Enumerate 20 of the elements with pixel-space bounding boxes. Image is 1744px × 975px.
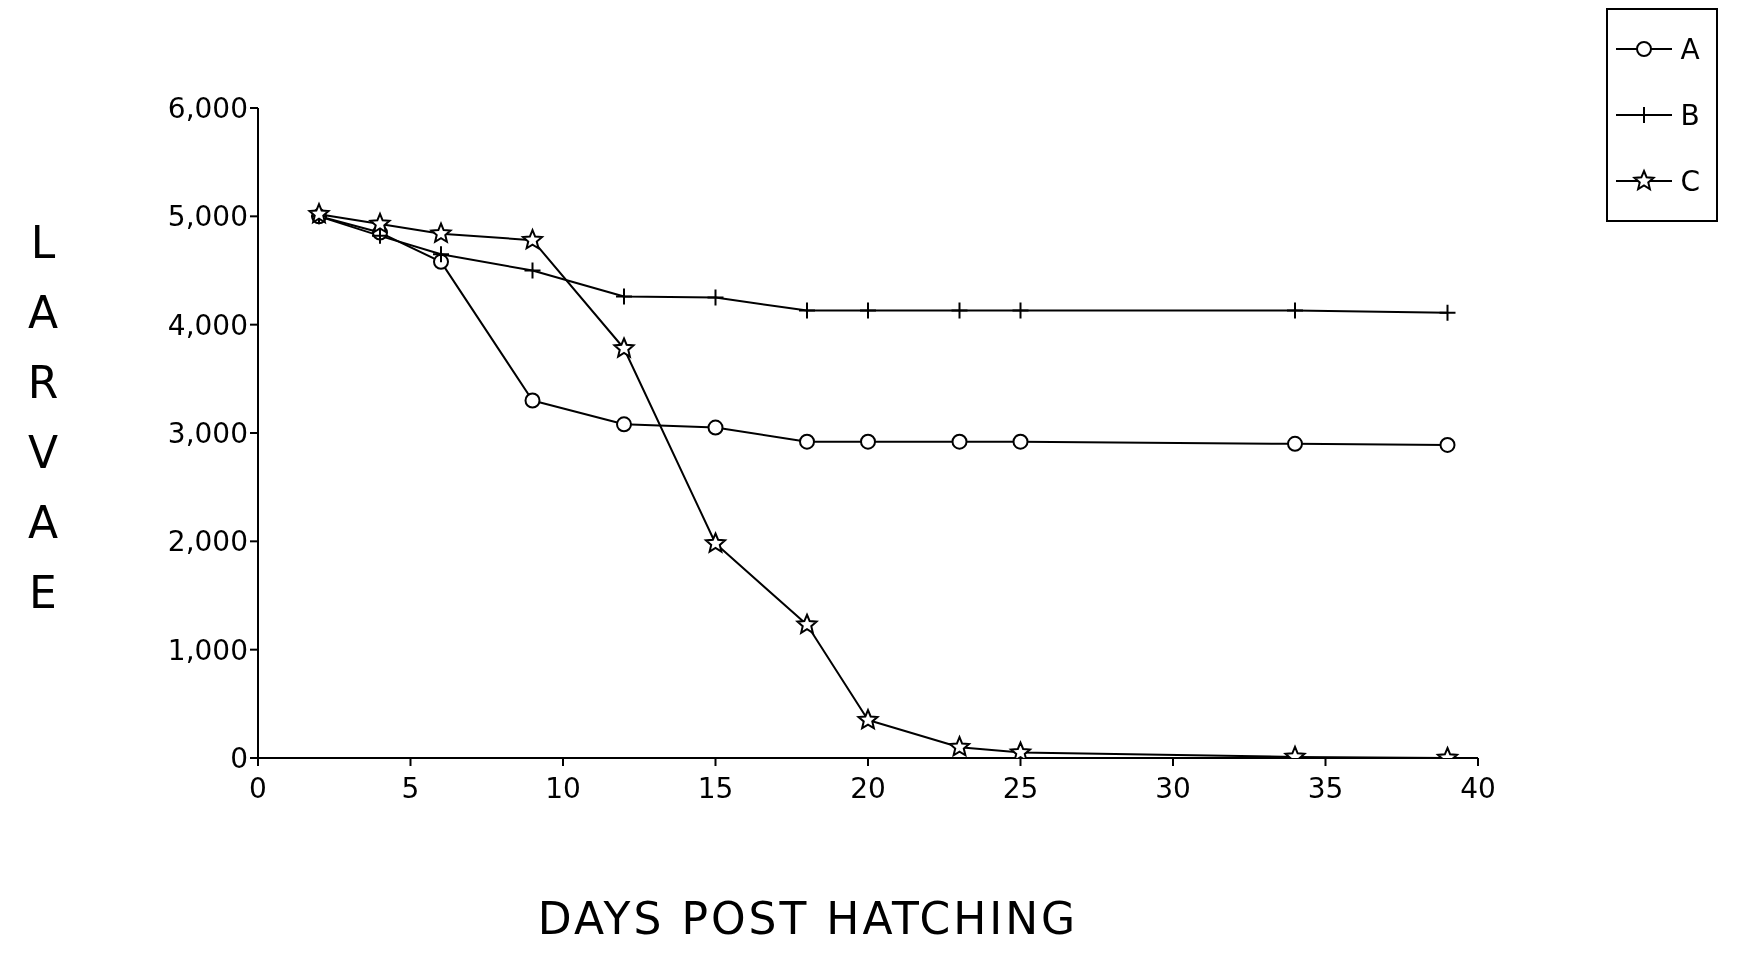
x-tick-label: 30 [1155, 772, 1191, 805]
y-tick-label: 6,000 [167, 91, 248, 125]
legend-label: A [1680, 32, 1700, 66]
y-tick-label: 1,000 [167, 633, 248, 667]
y-tick-label: 2,000 [167, 525, 248, 559]
legend-label: B [1680, 98, 1700, 132]
legend-label: C [1680, 164, 1700, 198]
x-tick-label: 15 [697, 772, 734, 805]
y-tick-label: 5,000 [167, 200, 248, 234]
x-tick-label: 35 [1307, 772, 1344, 805]
x-axis-title: DAYS POST HATCHING [536, 893, 1080, 944]
y-tick-label: 3,000 [167, 416, 248, 450]
x-tick-label: 25 [1002, 772, 1039, 805]
y-tick-label: 0 [230, 741, 248, 775]
x-tick-label: 40 [1460, 772, 1496, 805]
x-tick-label: 20 [850, 772, 886, 805]
x-tick-label: 5 [401, 772, 420, 805]
x-tick-label: 10 [545, 772, 581, 805]
y-tick-label: 4,000 [167, 308, 248, 342]
y-axis-title: LARVAE [27, 216, 59, 620]
